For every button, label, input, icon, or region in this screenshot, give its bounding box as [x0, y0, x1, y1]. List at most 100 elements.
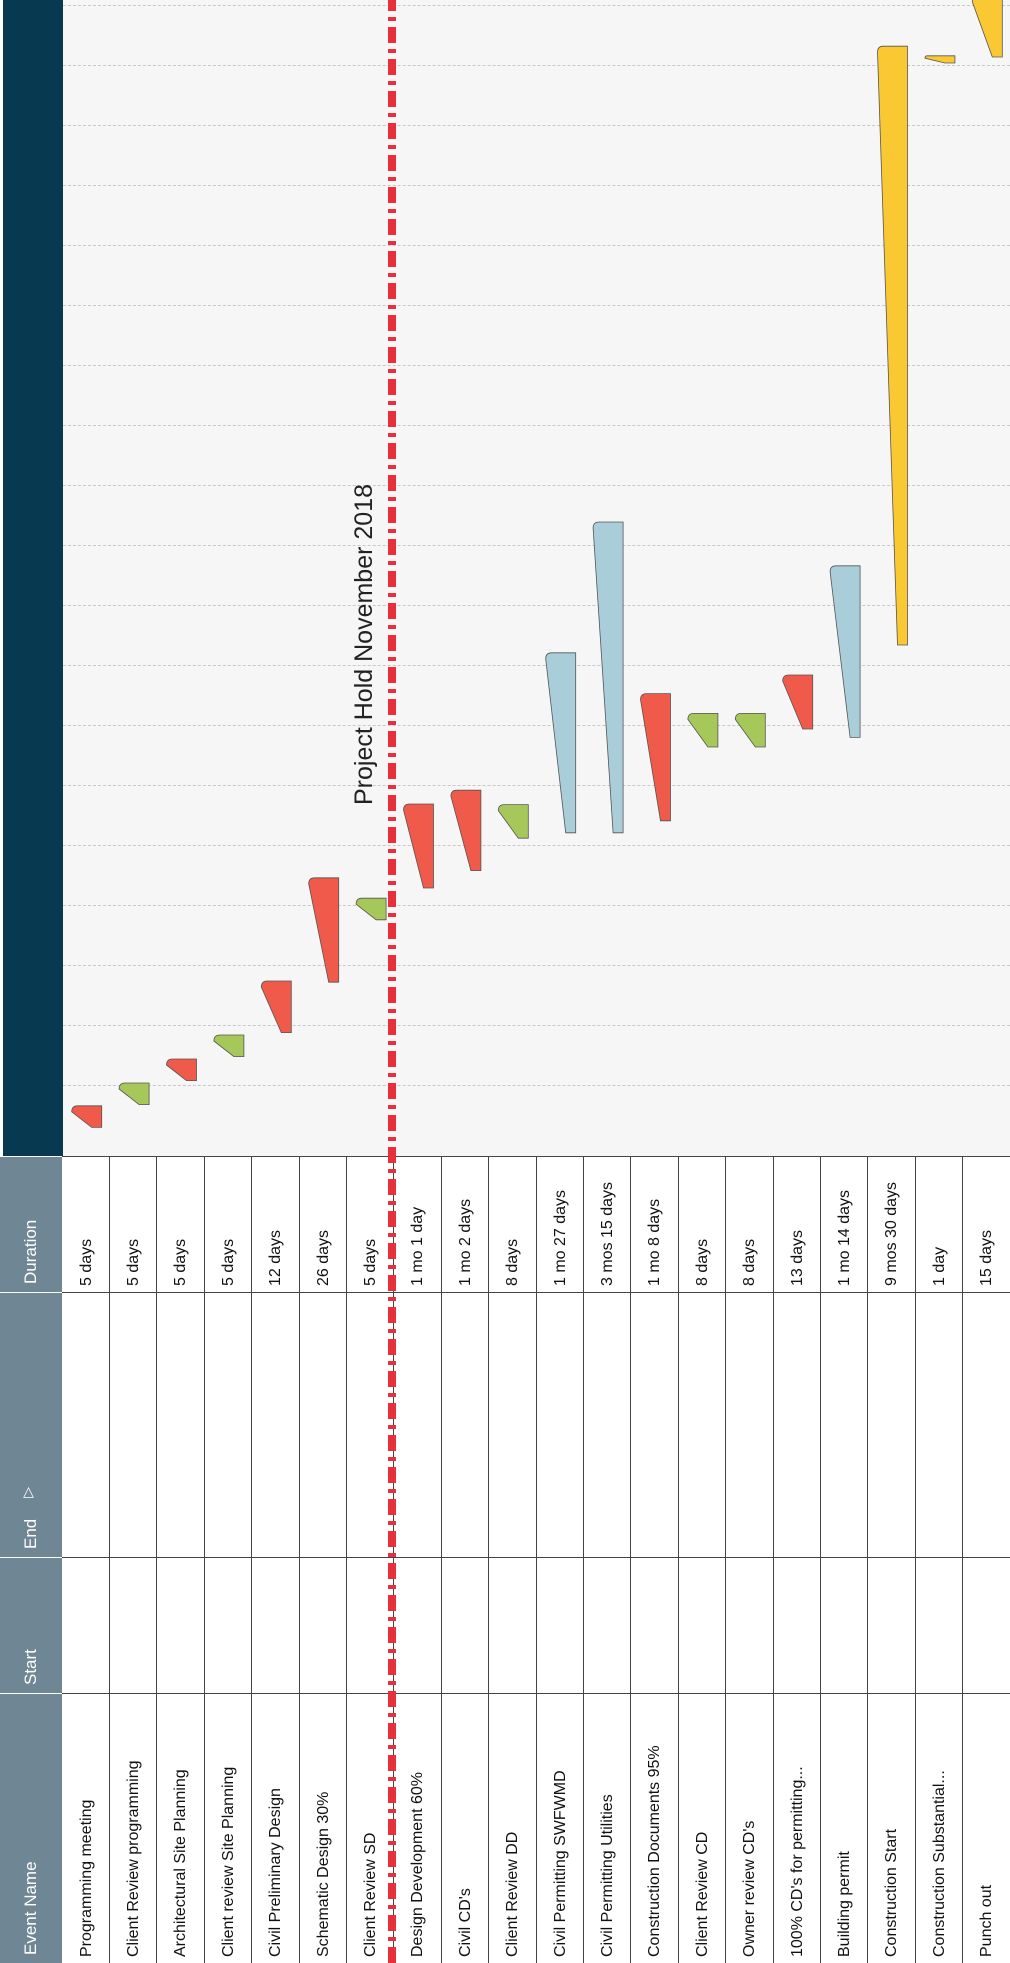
- event-name-cell[interactable]: Architectural Site Planning: [172, 1769, 190, 1957]
- start-cell[interactable]: [964, 1558, 1010, 1693]
- duration-cell[interactable]: 5 days: [124, 1238, 142, 1286]
- duration-cell[interactable]: 1 mo 14 days: [835, 1189, 853, 1286]
- gantt-bar[interactable]: [71, 1105, 103, 1128]
- end-cell[interactable]: [63, 1293, 110, 1557]
- duration-cell[interactable]: 1 mo 8 days: [646, 1198, 664, 1286]
- duration-cell[interactable]: 26 days: [314, 1229, 332, 1286]
- start-cell[interactable]: [158, 1558, 205, 1693]
- gantt-bar[interactable]: [403, 803, 434, 889]
- end-cell[interactable]: [679, 1293, 726, 1557]
- duration-cell[interactable]: 3 mos 15 days: [598, 1181, 616, 1286]
- gantt-bar[interactable]: [971, 0, 1003, 58]
- table-row[interactable]: Client Review DD 8 days: [489, 1156, 537, 1963]
- table-row[interactable]: Client Review CD 8 days: [679, 1156, 727, 1963]
- sort-triangle-icon[interactable]: △: [23, 1483, 34, 1500]
- duration-cell[interactable]: 15 days: [978, 1229, 996, 1286]
- event-name-cell[interactable]: Design Development 60%: [409, 1772, 427, 1957]
- duration-cell[interactable]: 1 mo 1 day: [409, 1206, 427, 1286]
- event-name-cell[interactable]: Civil Permitting Utilities: [598, 1794, 616, 1957]
- event-name-cell[interactable]: 100% CD's for permitting...: [788, 1766, 806, 1957]
- table-row[interactable]: Owner review CD's 8 days: [726, 1156, 774, 1963]
- event-name-cell[interactable]: Construction Substantial...: [930, 1770, 948, 1957]
- duration-cell[interactable]: 9 mos 30 days: [883, 1181, 901, 1286]
- start-cell[interactable]: [253, 1558, 300, 1693]
- duration-cell[interactable]: 1 mo 2 days: [456, 1198, 474, 1286]
- duration-cell[interactable]: 8 days: [504, 1238, 522, 1286]
- end-cell[interactable]: [869, 1293, 916, 1557]
- gantt-bar[interactable]: [829, 565, 861, 738]
- start-cell[interactable]: [205, 1558, 252, 1693]
- duration-cell[interactable]: 5 days: [172, 1238, 190, 1286]
- gantt-bar[interactable]: [734, 713, 766, 748]
- gantt-bar[interactable]: [450, 789, 482, 871]
- table-row[interactable]: Civil Permitting Utilities 3 mos 15 days: [584, 1156, 632, 1963]
- event-name-cell[interactable]: Construction Documents 95%: [646, 1745, 664, 1957]
- end-cell[interactable]: [584, 1293, 631, 1557]
- table-row[interactable]: Architectural Site Planning 5 days: [157, 1156, 205, 1963]
- duration-cell[interactable]: 5 days: [77, 1238, 95, 1286]
- gantt-bar[interactable]: [213, 1034, 245, 1057]
- event-name-cell[interactable]: Civil CD's: [456, 1888, 474, 1957]
- gantt-bar[interactable]: [166, 1058, 197, 1081]
- start-cell[interactable]: [584, 1558, 631, 1693]
- start-cell[interactable]: [869, 1558, 916, 1693]
- gantt-bar[interactable]: [877, 45, 908, 646]
- event-name-cell[interactable]: Punch out: [978, 1884, 996, 1957]
- duration-cell[interactable]: 12 days: [267, 1229, 285, 1286]
- end-cell[interactable]: [537, 1293, 584, 1557]
- table-row[interactable]: Client Review programming 5 days: [110, 1156, 158, 1963]
- table-row[interactable]: Design Development 60% 1 mo 1 day: [394, 1156, 442, 1963]
- end-cell[interactable]: [727, 1293, 774, 1557]
- event-name-cell[interactable]: Client Review CD: [693, 1831, 711, 1957]
- event-name-cell[interactable]: Schematic Design 30%: [314, 1791, 332, 1957]
- end-cell[interactable]: [821, 1293, 868, 1557]
- table-row[interactable]: Civil CD's 1 mo 2 days: [442, 1156, 490, 1963]
- table-row[interactable]: Client review Site Planning 5 days: [205, 1156, 253, 1963]
- start-cell[interactable]: [300, 1558, 347, 1693]
- table-row[interactable]: Schematic Design 30% 26 days: [300, 1156, 347, 1963]
- gantt-bar[interactable]: [640, 693, 671, 822]
- gantt-bar[interactable]: [118, 1082, 150, 1105]
- table-row[interactable]: Programming meeting 5 days: [63, 1156, 110, 1963]
- end-cell[interactable]: [158, 1293, 205, 1557]
- table-row[interactable]: Punch out 15 days: [963, 1156, 1010, 1963]
- gantt-bar[interactable]: [497, 804, 529, 839]
- start-cell[interactable]: [821, 1558, 868, 1693]
- duration-cell[interactable]: 1 mo 27 days: [551, 1189, 569, 1286]
- start-cell[interactable]: [442, 1558, 489, 1693]
- start-cell[interactable]: [63, 1558, 110, 1693]
- gantt-bar[interactable]: [260, 980, 292, 1033]
- column-header-event-name[interactable]: Event Name: [0, 1694, 62, 1963]
- end-cell[interactable]: [632, 1293, 679, 1557]
- end-cell[interactable]: [490, 1293, 537, 1557]
- end-cell[interactable]: [253, 1293, 300, 1557]
- event-name-cell[interactable]: Client Review DD: [504, 1831, 522, 1957]
- event-name-cell[interactable]: Client review Site Planning: [219, 1766, 237, 1957]
- end-cell[interactable]: [395, 1293, 442, 1557]
- duration-cell[interactable]: 8 days: [693, 1238, 711, 1286]
- start-cell[interactable]: [632, 1558, 679, 1693]
- table-row[interactable]: Construction Documents 95% 1 mo 8 days: [631, 1156, 679, 1963]
- start-cell[interactable]: [727, 1558, 774, 1693]
- duration-cell[interactable]: 5 days: [219, 1238, 237, 1286]
- end-cell[interactable]: [110, 1293, 157, 1557]
- table-row[interactable]: Construction Substantial... 1 day: [916, 1156, 964, 1963]
- table-row[interactable]: Building permit 1 mo 14 days: [821, 1156, 869, 1963]
- end-cell[interactable]: [442, 1293, 489, 1557]
- duration-cell[interactable]: 13 days: [788, 1229, 806, 1286]
- gantt-bar[interactable]: [924, 55, 956, 64]
- end-cell[interactable]: [205, 1293, 252, 1557]
- event-name-cell[interactable]: Owner review CD's: [741, 1820, 759, 1957]
- end-cell[interactable]: [774, 1293, 821, 1557]
- event-name-cell[interactable]: Civil Preliminary Design: [267, 1788, 285, 1957]
- duration-cell[interactable]: 8 days: [741, 1238, 759, 1286]
- event-name-cell[interactable]: Construction Start: [883, 1828, 901, 1957]
- start-cell[interactable]: [537, 1558, 584, 1693]
- gantt-bar[interactable]: [308, 877, 340, 983]
- duration-cell[interactable]: 1 day: [930, 1246, 948, 1286]
- gantt-bar[interactable]: [687, 713, 719, 748]
- gantt-bar[interactable]: [355, 897, 387, 921]
- start-cell[interactable]: [395, 1558, 442, 1693]
- gantt-bar[interactable]: [545, 652, 577, 834]
- event-name-cell[interactable]: Client Review programming: [124, 1760, 142, 1957]
